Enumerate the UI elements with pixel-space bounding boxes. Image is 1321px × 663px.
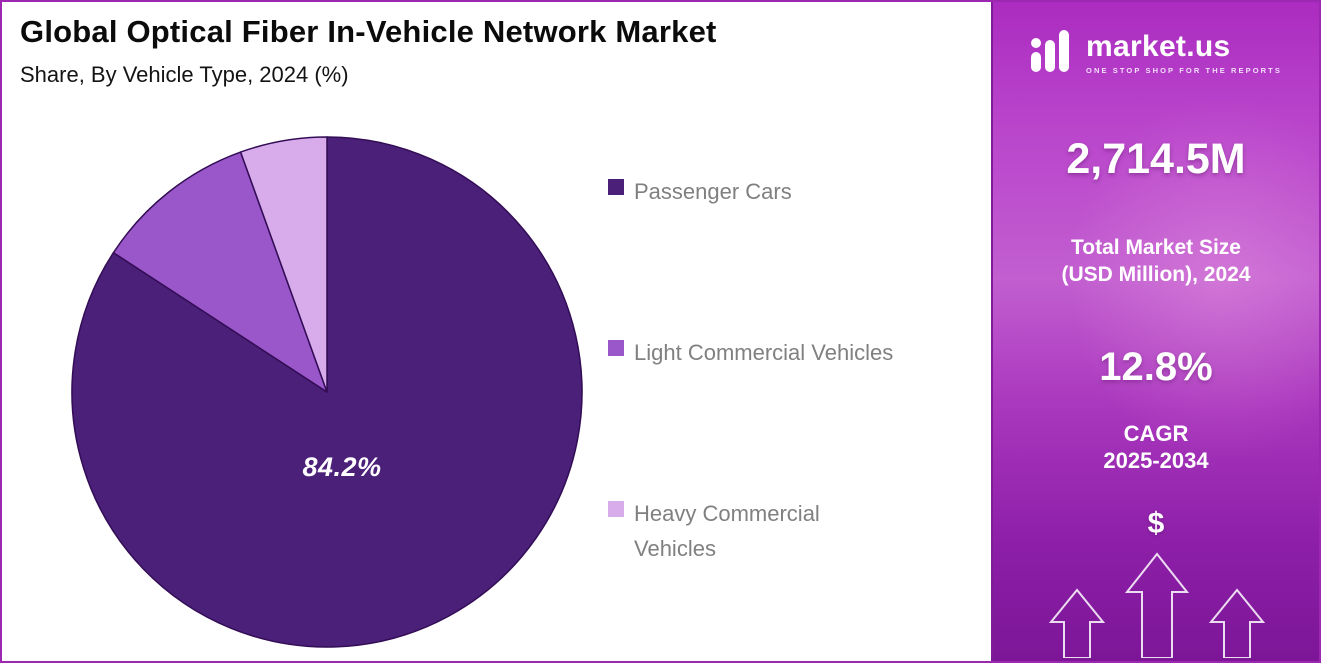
total-market-size-label: Total Market Size (USD Million), 2024 [1061, 236, 1251, 287]
brand-text: market.us ONE STOP SHOP FOR THE REPORTS [1086, 30, 1282, 76]
pie-chart-svg [71, 136, 583, 648]
cagr-label: CAGR [1123, 420, 1189, 446]
total-market-size-value: 2,714.5M [1066, 135, 1246, 183]
chart-legend: Passenger Cars Light Commercial Vehicles… [608, 174, 968, 566]
pie-slice-data-label: 84.2% [302, 452, 382, 482]
page-subtitle: Share, By Vehicle Type, 2024 (%) [20, 62, 349, 87]
legend-item-label: Heavy Commercial Vehicles [634, 500, 820, 561]
pie-slice-2 [239, 136, 328, 393]
legend-item-light-commercial-vehicles: Light Commercial Vehicles [608, 335, 968, 370]
legend-item-heavy-commercial-vehicles: Heavy Commercial Vehicles [608, 496, 968, 566]
legend-marker-icon [608, 500, 624, 517]
brand-name: market.us [1086, 30, 1231, 63]
page-title: Global Optical Fiber In-Vehicle Network … [20, 14, 717, 49]
growth-arrows-graphic [993, 546, 1319, 661]
pie-slice-1 [112, 151, 328, 393]
pie-chart: 84.2% [47, 112, 607, 661]
cagr-period: 2025-2034 [1103, 448, 1209, 474]
brand-logo: market.us ONE STOP SHOP FOR THE REPORTS [1030, 30, 1282, 77]
chart-panel: Global Optical Fiber In-Vehicle Network … [2, 2, 991, 661]
legend-item-passenger-cars: Passenger Cars [608, 174, 968, 209]
marketus-logo-icon [1030, 30, 1076, 77]
brand-sidebar: market.us ONE STOP SHOP FOR THE REPORTS … [991, 2, 1319, 661]
legend-item-label: Light Commercial Vehicles [634, 339, 894, 365]
cagr-value: 12.8% [1099, 344, 1213, 389]
pie-slice-0 [71, 136, 583, 648]
dollar-sign-glyph: $ [1147, 506, 1165, 540]
legend-marker-icon [608, 179, 624, 195]
legend-item-label: Passenger Cars [634, 179, 792, 204]
brand-tagline: ONE STOP SHOP FOR THE REPORTS [1086, 66, 1282, 75]
legend-marker-icon [608, 339, 624, 356]
